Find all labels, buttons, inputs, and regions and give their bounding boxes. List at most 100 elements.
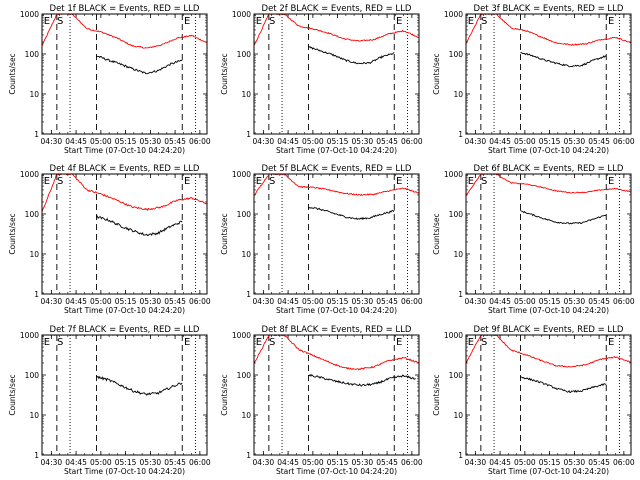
x-tick-label: 05:45: [376, 297, 398, 306]
panel-1: Det 1f BLACK = Events, RED = LLD 1 10 100 10…: [8, 4, 211, 155]
x-tick-label: 05:00: [90, 297, 112, 306]
x-tick-label: 04:30: [253, 458, 275, 467]
events-series-line: [520, 209, 607, 225]
x-tick-label: 05:00: [514, 297, 536, 306]
y-tick-label: 1: [34, 290, 39, 299]
y-tick-label: 100: [449, 371, 464, 380]
y-tick-label: 1: [246, 290, 251, 299]
s-marker: S: [481, 176, 487, 187]
x-tick-label: 06:00: [189, 458, 211, 467]
y-axis-label: Counts/sec: [432, 213, 441, 254]
x-tick-label: 04:45: [277, 297, 299, 306]
x-tick-label: 05:15: [327, 458, 349, 467]
x-axis-label: Start Time (07-Oct-10 04:24:20): [488, 467, 609, 476]
e-marker: E: [608, 16, 614, 27]
y-tick-label: 100: [449, 50, 464, 59]
x-tick-label: 06:00: [401, 297, 423, 306]
x-tick-label: 04:30: [253, 297, 275, 306]
x-axis-label: Start Time (07-Oct-10 04:24:20): [64, 467, 185, 476]
x-tick-label: 05:30: [352, 297, 374, 306]
x-tick-label: 05:30: [140, 137, 162, 146]
events-series-line: [96, 375, 183, 396]
y-tick-label: 1: [458, 290, 463, 299]
x-tick-label: 05:00: [514, 458, 536, 467]
x-tick-label: 04:30: [465, 137, 487, 146]
x-tick-label: 05:45: [588, 137, 610, 146]
panel-title: Det 6f BLACK = Events, RED = LLD: [474, 164, 624, 174]
plot-frame: [253, 173, 420, 295]
events-series-line: [96, 215, 183, 237]
panel-7: Det 7f BLACK = Events, RED = LLD 1 10 100 10…: [8, 325, 211, 476]
x-tick-label: 05:30: [140, 297, 162, 306]
y-tick-label: 1: [458, 130, 463, 139]
x-tick-label: 06:00: [189, 297, 211, 306]
x-tick-label: 04:45: [65, 297, 87, 306]
e-marker: E: [608, 337, 614, 348]
s-marker: S: [269, 16, 275, 27]
x-tick-label: 04:45: [489, 137, 511, 146]
x-tick-label: 04:30: [465, 297, 487, 306]
y-tick-label: 10: [29, 411, 39, 420]
x-tick-label: 05:15: [327, 297, 349, 306]
e-marker: E: [184, 176, 190, 187]
panel-title: Det 5f BLACK = Events, RED = LLD: [262, 164, 412, 174]
y-axis-label: Counts/sec: [8, 213, 17, 254]
e-marker: E: [468, 337, 474, 348]
panel-title: Det 8f BLACK = Events, RED = LLD: [262, 325, 412, 335]
y-tick-label: 10: [453, 250, 463, 259]
e-marker: E: [396, 176, 402, 187]
s-marker: S: [57, 337, 63, 348]
x-tick-label: 05:30: [352, 137, 374, 146]
x-tick-label: 04:45: [65, 137, 87, 146]
y-tick-label: 1: [246, 451, 251, 460]
events-series-line: [308, 45, 395, 65]
e-marker: E: [44, 176, 50, 187]
y-axis-label: Counts/sec: [220, 53, 229, 94]
plot-frame: [253, 334, 420, 456]
x-tick-label: 05:00: [514, 137, 536, 146]
y-axis-label: Counts/sec: [432, 53, 441, 94]
x-tick-label: 04:45: [277, 137, 299, 146]
x-tick-label: 05:45: [588, 297, 610, 306]
y-tick-label: 100: [25, 371, 40, 380]
x-tick-label: 05:45: [164, 137, 186, 146]
y-tick-label: 10: [453, 411, 463, 420]
x-tick-label: 05:00: [302, 297, 324, 306]
x-tick-label: 06:00: [189, 137, 211, 146]
y-tick-label: 100: [237, 50, 252, 59]
x-tick-label: 04:30: [41, 137, 63, 146]
panel-title: Det 1f BLACK = Events, RED = LLD: [50, 4, 200, 14]
x-tick-label: 05:30: [564, 137, 586, 146]
y-axis-label: Counts/sec: [8, 53, 17, 94]
x-axis-label: Start Time (07-Oct-10 04:24:20): [488, 306, 609, 315]
x-axis-label: Start Time (07-Oct-10 04:24:20): [64, 146, 185, 155]
y-tick-label: 1000: [20, 170, 39, 179]
e-marker: E: [256, 16, 262, 27]
panel-title: Det 2f BLACK = Events, RED = LLD: [262, 4, 412, 14]
x-tick-label: 05:00: [90, 458, 112, 467]
y-tick-label: 1: [458, 451, 463, 460]
x-tick-label: 04:30: [41, 458, 63, 467]
x-tick-label: 05:15: [539, 458, 561, 467]
x-tick-label: 04:30: [253, 137, 275, 146]
y-tick-label: 1000: [444, 10, 463, 19]
x-tick-label: 05:30: [564, 458, 586, 467]
y-axis-label: Counts/sec: [8, 374, 17, 415]
x-tick-label: 05:15: [539, 297, 561, 306]
s-marker: S: [57, 16, 63, 27]
x-tick-label: 05:45: [164, 458, 186, 467]
e-marker: E: [396, 337, 402, 348]
e-marker: E: [184, 337, 190, 348]
x-tick-label: 05:00: [302, 137, 324, 146]
panel-2: Det 2f BLACK = Events, RED = LLD 1 10 100 10…: [220, 4, 423, 155]
y-tick-label: 100: [237, 210, 252, 219]
plot-frame: [41, 334, 208, 456]
events-series-line: [308, 207, 395, 221]
e-marker: E: [396, 16, 402, 27]
x-tick-label: 05:15: [115, 137, 137, 146]
x-axis-label: Start Time (07-Oct-10 04:24:20): [276, 146, 397, 155]
y-tick-label: 10: [241, 90, 251, 99]
s-marker: S: [481, 337, 487, 348]
y-tick-label: 10: [241, 250, 251, 259]
panel-title: Det 7f BLACK = Events, RED = LLD: [50, 325, 200, 335]
